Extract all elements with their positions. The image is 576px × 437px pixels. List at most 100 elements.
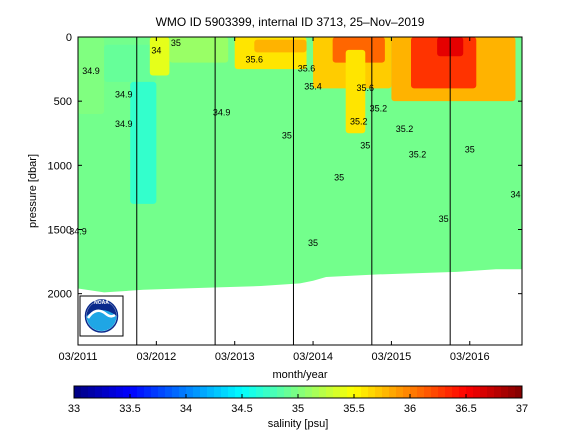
- salinity-region: [345, 49, 366, 134]
- x-tick-label: 03/2016: [450, 351, 490, 363]
- logo-wordmark: NOAA: [94, 300, 109, 306]
- contour-label: 35.6: [246, 55, 264, 65]
- colorbar-segment: [263, 386, 271, 398]
- colorbar-segment: [368, 386, 376, 398]
- colorbar-segment: [354, 386, 362, 398]
- axes: 03/2011 03/2012 03/2013 03/2014 03/2015 03/20…: [48, 32, 522, 363]
- y-axis-label: pressure [dbar]: [27, 154, 39, 228]
- contour-label: 34: [151, 46, 161, 56]
- x-tick-label: 03/2011: [59, 351, 98, 363]
- x-axis-label: month/year: [272, 369, 327, 381]
- colorbar-segment: [242, 386, 250, 398]
- contour-label: 35: [360, 141, 370, 151]
- colorbar-segment: [326, 386, 334, 398]
- colorbar-segment: [277, 386, 285, 398]
- colorbar-segment: [459, 386, 467, 398]
- colorbar-segment: [179, 386, 187, 398]
- colorbar-segment: [172, 386, 180, 398]
- x-tick-label: 03/2015: [372, 351, 412, 363]
- contour-label: 35.2: [370, 103, 388, 113]
- colorbar-segment: [487, 386, 495, 398]
- colorbar-segment: [389, 386, 397, 398]
- colorbar-segment: [95, 386, 103, 398]
- colorbar-segment: [270, 386, 278, 398]
- colorbar-segment: [74, 386, 82, 398]
- colorbar-segment: [515, 386, 523, 398]
- colorbar-segment: [137, 386, 145, 398]
- colorbar-segment: [466, 386, 474, 398]
- colorbar-segment: [494, 386, 502, 398]
- salinity-region: [104, 44, 157, 82]
- colorbar-segment: [410, 386, 418, 398]
- colorbar-segment: [116, 386, 124, 398]
- colorbar-segment: [228, 386, 236, 398]
- colorbar-segment: [109, 386, 117, 398]
- chart-title: WMO ID 5903399, internal ID 3713, 25–Nov…: [156, 15, 425, 29]
- colorbar-segment: [81, 386, 89, 398]
- salinity-region: [169, 37, 229, 63]
- contour-label: 34: [510, 189, 520, 199]
- salinity-region: [78, 37, 105, 114]
- colorbar-segment: [480, 386, 488, 398]
- colorbar-tick-label: 35.5: [343, 403, 364, 415]
- colorbar-segment: [221, 386, 229, 398]
- colorbar-tick-label: 33.5: [119, 403, 140, 415]
- colorbar-segment: [102, 386, 110, 398]
- colorbar-segment: [214, 386, 222, 398]
- colorbar-segment: [298, 386, 306, 398]
- contour-label: 35: [282, 130, 292, 140]
- x-tick-label: 03/2014: [293, 351, 333, 363]
- y-tick-label: 1000: [48, 160, 72, 172]
- y-tick-label: 1500: [48, 225, 72, 237]
- colorbar-segment: [130, 386, 138, 398]
- contour-label: 35.6: [298, 64, 316, 74]
- colorbar-segment: [431, 386, 439, 398]
- salinity-field: [78, 37, 522, 293]
- y-tick-label: 0: [66, 32, 72, 44]
- plot-frame: [77, 36, 523, 346]
- colorbar-segment: [249, 386, 257, 398]
- contour-label: 35: [171, 38, 181, 48]
- colorbar-tick-label: 33: [68, 403, 80, 415]
- y-tick-label: 500: [54, 96, 72, 108]
- contour-label: 35: [308, 238, 318, 248]
- colorbar-segment: [438, 386, 446, 398]
- colorbar-segment: [144, 386, 152, 398]
- colorbar-segment: [207, 386, 215, 398]
- colorbar-segment: [424, 386, 432, 398]
- colorbar-segment: [452, 386, 460, 398]
- colorbar-gradient: [74, 386, 523, 398]
- year-marker-lines: [136, 37, 451, 345]
- contour-label: 35: [439, 214, 449, 224]
- colorbar-segment: [347, 386, 355, 398]
- colorbar-segment: [396, 386, 404, 398]
- x-tick-label: 03/2013: [215, 351, 255, 363]
- colorbar-segment: [305, 386, 313, 398]
- salinity-colorbar: 33 33.5 34 34.5 35 35.5 36 36.5 37 salinity [psu…: [68, 385, 528, 430]
- colorbar-segment: [186, 386, 194, 398]
- y-tick-label: 2000: [48, 289, 72, 301]
- colorbar-segment: [256, 386, 264, 398]
- salinity-region: [149, 37, 170, 76]
- contour-label: 35.2: [409, 150, 427, 160]
- contour-label: 34.9: [115, 89, 133, 99]
- colorbar-segment: [319, 386, 327, 398]
- contour-label: 35: [465, 145, 475, 155]
- contour-label: 34.9: [115, 119, 133, 129]
- colorbar-segment: [123, 386, 131, 398]
- colorbar-tick-label: 35: [292, 403, 304, 415]
- colorbar-segment: [473, 386, 481, 398]
- colorbar-tick-label: 36.5: [455, 403, 476, 415]
- colorbar-segment: [382, 386, 390, 398]
- colorbar-segment: [340, 386, 348, 398]
- colorbar-segment: [88, 386, 96, 398]
- colorbar-segment: [193, 386, 201, 398]
- colorbar-tick-label: 34.5: [231, 403, 252, 415]
- colorbar-segment: [361, 386, 369, 398]
- plot-area: 34.934.934.934.934.9343535.635.635.43535…: [48, 32, 523, 363]
- colorbar-segment: [284, 386, 292, 398]
- salinity-region: [254, 39, 307, 53]
- colorbar-segment: [235, 386, 243, 398]
- colorbar-segment: [333, 386, 341, 398]
